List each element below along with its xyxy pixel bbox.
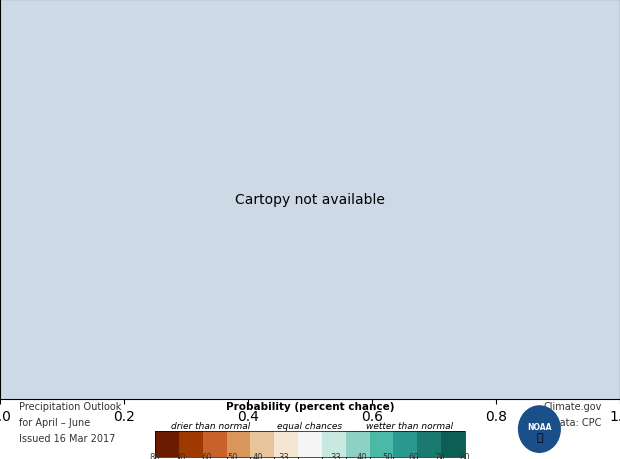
Text: Probability (percent chance): Probability (percent chance) — [226, 402, 394, 412]
Text: 70: 70 — [175, 452, 186, 459]
Text: drier than normal: drier than normal — [171, 421, 250, 430]
Text: 50: 50 — [228, 452, 237, 459]
Text: 60: 60 — [202, 452, 212, 459]
Circle shape — [518, 406, 560, 452]
Text: NOAA: NOAA — [527, 422, 552, 431]
Text: 60: 60 — [408, 452, 419, 459]
Text: 40: 40 — [356, 452, 367, 459]
Text: 40: 40 — [253, 452, 264, 459]
Text: Climate.gov: Climate.gov — [543, 401, 601, 411]
Text: Issued 16 Mar 2017: Issued 16 Mar 2017 — [19, 433, 115, 443]
Text: for April – June: for April – June — [19, 417, 90, 427]
Text: 70: 70 — [434, 452, 445, 459]
Text: Cartopy not available: Cartopy not available — [235, 193, 385, 207]
Text: 33: 33 — [279, 452, 290, 459]
Text: 33: 33 — [330, 452, 341, 459]
Text: wetter than normal: wetter than normal — [366, 421, 453, 430]
Text: Precipitation Outlook: Precipitation Outlook — [19, 401, 121, 411]
Text: 80: 80 — [459, 452, 471, 459]
Text: 🌊: 🌊 — [536, 432, 542, 442]
Text: equal chances: equal chances — [277, 421, 343, 430]
Text: Data: CPC: Data: CPC — [552, 417, 601, 427]
Text: 50: 50 — [383, 452, 392, 459]
Text: 80: 80 — [149, 452, 161, 459]
